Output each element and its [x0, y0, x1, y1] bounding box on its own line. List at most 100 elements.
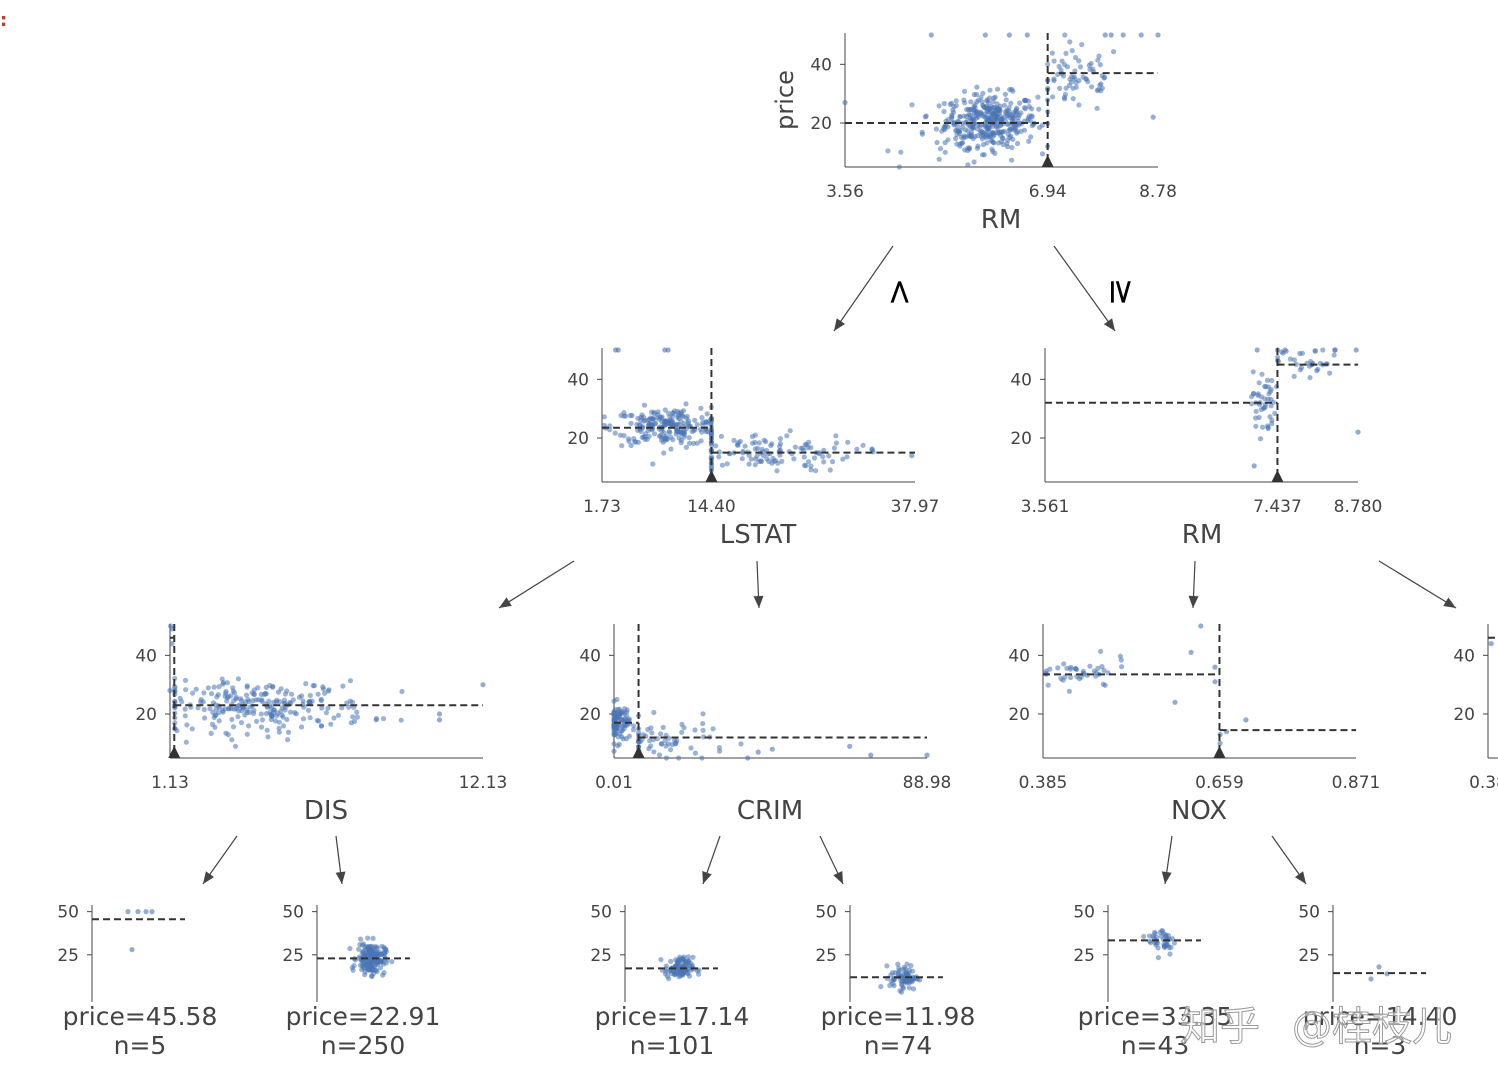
data-point [1212, 664, 1218, 670]
data-point [1004, 121, 1011, 127]
leaf-point [1141, 933, 1147, 940]
data-point [436, 717, 443, 723]
data-point [923, 113, 929, 119]
data-point [611, 710, 617, 716]
data-point [1096, 53, 1102, 59]
data-point [616, 713, 623, 719]
data-point [676, 415, 682, 422]
data-point [280, 723, 287, 729]
edge-arrow [335, 835, 346, 885]
data-point [681, 725, 687, 731]
data-point [285, 737, 291, 743]
data-point [1073, 84, 1079, 90]
data-point [716, 454, 722, 460]
node-panel-root: 20 40 3.56 6.94 8.78 price RM [771, 32, 1177, 235]
leaf-point [125, 909, 131, 915]
data-point [1045, 61, 1051, 67]
data-point [182, 706, 188, 712]
data-point [974, 84, 980, 90]
data-point [1188, 649, 1194, 656]
data-point [833, 433, 839, 439]
data-point [1312, 348, 1318, 354]
data-point [232, 743, 239, 749]
leaf-l1: 25 50 price=22.91n=250 [282, 903, 440, 1060]
data-point [276, 725, 282, 731]
data-point [774, 468, 780, 474]
data-point [183, 687, 189, 693]
data-point [613, 730, 619, 736]
data-point [942, 140, 948, 146]
data-point [251, 687, 257, 693]
split-marker [168, 746, 181, 758]
edge-arrow [202, 835, 238, 885]
data-point [641, 402, 648, 408]
data-point [658, 432, 664, 439]
leaf-point [902, 979, 909, 985]
data-point [962, 100, 968, 106]
data-point [1262, 383, 1268, 390]
data-point [676, 435, 682, 441]
data-point [1072, 54, 1079, 61]
data-point [965, 162, 971, 168]
data-point [1120, 32, 1126, 38]
data-point [244, 731, 250, 737]
data-point [631, 723, 637, 729]
data-point [752, 462, 758, 468]
y-tick-label: 40 [135, 646, 157, 666]
data-point [1267, 414, 1273, 420]
x-tick-label: 1.73 [583, 497, 621, 517]
data-point [769, 746, 775, 752]
data-point [229, 716, 235, 723]
data-point [1029, 114, 1035, 120]
leaf-y-tick-label: 50 [282, 903, 304, 923]
data-point [978, 94, 984, 100]
data-point [936, 103, 942, 109]
leaf-point [365, 935, 371, 941]
y-axis-label: price [771, 70, 799, 130]
leaf-point [361, 961, 367, 967]
leaf-point [1376, 964, 1382, 970]
data-point [615, 347, 621, 353]
data-point [688, 745, 694, 751]
data-point [1251, 390, 1257, 396]
data-point [177, 695, 183, 701]
data-point [1280, 350, 1286, 356]
data-point [1291, 357, 1297, 363]
data-point [806, 439, 812, 445]
data-point [1039, 151, 1046, 157]
data-point [660, 724, 666, 731]
data-point [1010, 136, 1016, 142]
data-point [1198, 623, 1204, 629]
data-point [634, 421, 640, 428]
y-tick-label: 20 [1008, 705, 1030, 725]
data-point [658, 731, 664, 737]
leaf-y-tick-label: 25 [282, 946, 304, 966]
data-point [760, 453, 767, 459]
y-tick-label: 20 [135, 705, 157, 725]
data-point [1098, 88, 1104, 94]
data-point [991, 140, 997, 146]
data-point [190, 690, 196, 696]
leaf-point [357, 942, 363, 948]
data-point [833, 440, 840, 446]
edge-line [1053, 245, 1116, 332]
data-point [1150, 114, 1156, 120]
data-point [1013, 108, 1019, 114]
data-point [630, 727, 637, 733]
data-point [1327, 370, 1333, 376]
data-point [201, 690, 207, 696]
data-point [254, 718, 260, 725]
data-point [205, 685, 211, 691]
data-point [692, 727, 698, 733]
data-point [189, 726, 195, 732]
data-point [1068, 79, 1074, 85]
data-point [979, 136, 986, 142]
data-point [724, 461, 730, 467]
data-point [627, 412, 634, 419]
leaf-point [895, 961, 901, 967]
leaf-point [350, 967, 356, 973]
data-point [1073, 80, 1079, 86]
data-point [1259, 371, 1265, 377]
data-point [655, 412, 661, 418]
data-point [1353, 347, 1359, 353]
